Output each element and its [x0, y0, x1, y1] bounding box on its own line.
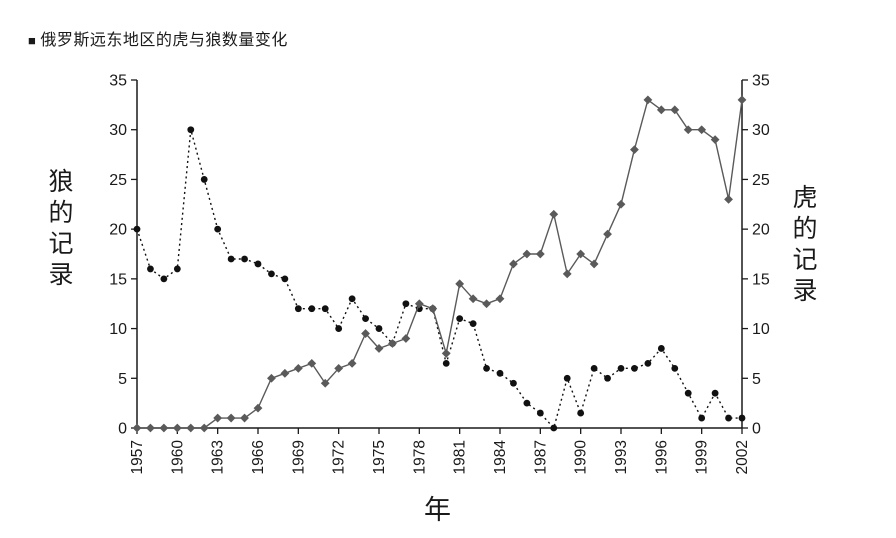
left-axis-label: 狼的记录	[45, 168, 73, 292]
svg-text:5: 5	[118, 371, 127, 388]
x-axis-label: 年	[424, 495, 451, 525]
svg-text:1993: 1993	[613, 440, 630, 474]
svg-text:1984: 1984	[492, 440, 509, 475]
svg-text:1975: 1975	[371, 440, 388, 474]
wolf-series	[133, 126, 746, 432]
svg-text:15: 15	[109, 271, 127, 288]
svg-text:25: 25	[752, 172, 770, 189]
svg-text:10: 10	[109, 321, 127, 338]
svg-text:0: 0	[118, 421, 127, 438]
svg-text:0: 0	[752, 421, 761, 438]
svg-text:20: 20	[752, 222, 770, 239]
svg-text:1966: 1966	[250, 440, 267, 474]
title-text: 俄罗斯远东地区的虎与狼数量变化	[40, 32, 288, 49]
svg-text:1963: 1963	[210, 440, 227, 474]
svg-text:30: 30	[109, 122, 127, 139]
svg-text:10: 10	[752, 321, 770, 338]
svg-text:1972: 1972	[331, 440, 348, 474]
svg-text:15: 15	[752, 271, 770, 288]
svg-text:35: 35	[752, 73, 770, 90]
svg-text:1960: 1960	[169, 440, 186, 475]
axes: 0 0 5 5 10 10 15 15 20 20 25 25 30 30 35 35 1957 1960 1963…	[109, 73, 770, 475]
right-axis-label: 虎的记录	[789, 184, 817, 308]
svg-text:35: 35	[109, 73, 127, 90]
svg-text:30: 30	[752, 122, 770, 139]
title-bullet-icon: ■	[28, 33, 37, 48]
tiger-series	[132, 95, 747, 433]
svg-text:1978: 1978	[411, 440, 428, 474]
svg-text:1987: 1987	[532, 440, 549, 474]
svg-text:1996: 1996	[653, 440, 670, 474]
svg-text:1990: 1990	[573, 440, 590, 475]
svg-text:2002: 2002	[734, 440, 751, 474]
svg-text:1957: 1957	[129, 440, 146, 474]
svg-text:1981: 1981	[452, 440, 469, 474]
svg-text:1999: 1999	[694, 440, 711, 474]
svg-text:20: 20	[109, 222, 127, 239]
svg-text:25: 25	[109, 172, 127, 189]
svg-text:1969: 1969	[290, 440, 307, 474]
chart-title: ■ 俄罗斯远东地区的虎与狼数量变化	[28, 26, 288, 50]
svg-text:5: 5	[752, 371, 761, 388]
